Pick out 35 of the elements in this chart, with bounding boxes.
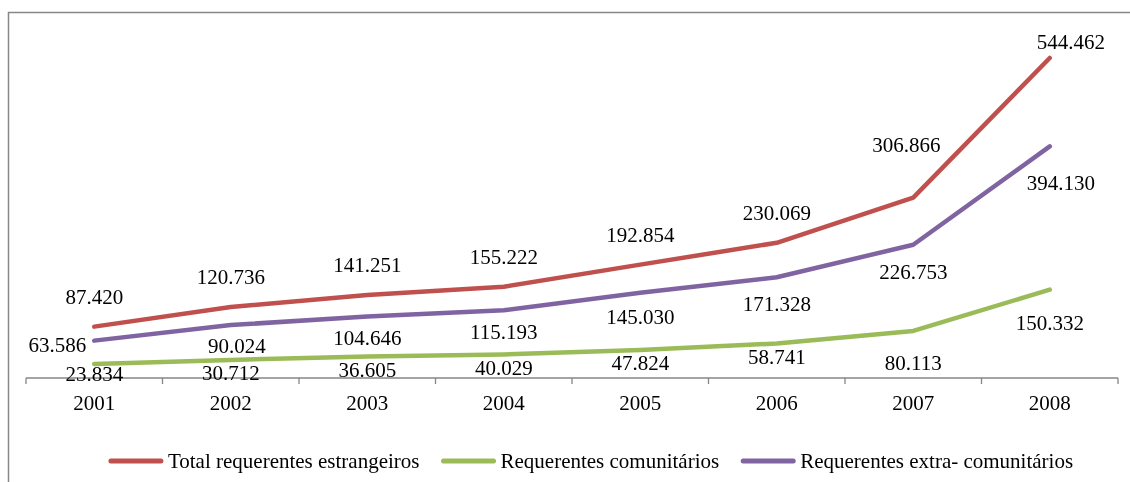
x-tick-label: 2006 <box>755 391 798 416</box>
data-label: 87.420 <box>65 284 124 309</box>
data-label: 115.193 <box>470 319 538 344</box>
data-label: 394.130 <box>1026 170 1095 195</box>
data-label: 155.222 <box>469 245 538 270</box>
x-tick-label: 2002 <box>209 391 252 416</box>
data-label: 80.113 <box>884 351 942 376</box>
x-tick-label: 2001 <box>73 391 116 416</box>
data-label: 104.646 <box>333 325 402 350</box>
data-label: 40.029 <box>474 355 533 380</box>
data-label: 58.741 <box>747 344 806 369</box>
data-label: 141.251 <box>333 253 402 278</box>
legend-label: Requerentes comunitários <box>500 449 720 474</box>
data-label: 226.753 <box>879 260 948 285</box>
data-label: 47.824 <box>611 351 670 376</box>
data-label: 544.462 <box>1036 30 1105 55</box>
legend-label: Requerentes extra- comunitários <box>800 449 1074 474</box>
x-tick-label: 2004 <box>482 391 526 416</box>
x-tick-label: 2003 <box>346 391 389 416</box>
x-tick-label: 2008 <box>1028 391 1071 416</box>
data-label: 23.834 <box>65 362 124 387</box>
data-label: 230.069 <box>742 201 811 226</box>
data-label: 306.866 <box>872 132 941 157</box>
data-label: 171.328 <box>742 291 811 316</box>
data-label: 30.712 <box>201 361 260 386</box>
data-label: 192.854 <box>606 223 675 247</box>
data-label: 120.736 <box>196 265 265 290</box>
data-label: 90.024 <box>207 334 267 359</box>
data-label: 145.030 <box>606 305 675 330</box>
data-label: 36.605 <box>338 357 397 382</box>
x-tick-label: 2007 <box>892 391 935 416</box>
x-tick-label: 2005 <box>619 391 662 416</box>
legend-label: Total requerentes estrangeiros <box>167 449 420 474</box>
data-label: 63.586 <box>28 332 87 357</box>
data-label: 150.332 <box>1015 310 1084 335</box>
